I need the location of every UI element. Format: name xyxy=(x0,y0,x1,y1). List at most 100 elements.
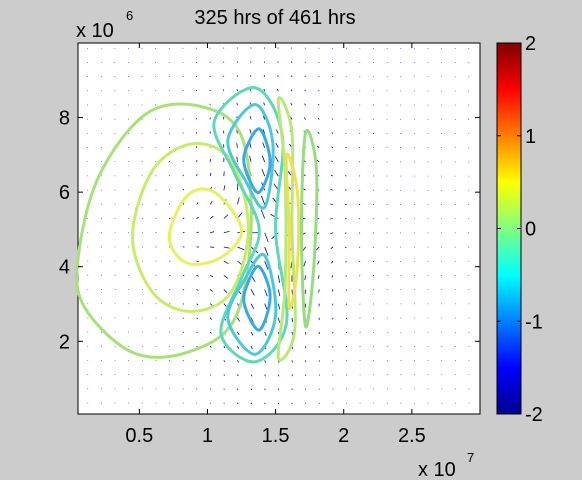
vector-arrow xyxy=(182,331,184,333)
contour-center-upper-2 xyxy=(242,127,272,194)
vector-arrow xyxy=(250,75,252,78)
x-tick-label: 0.5 xyxy=(125,425,153,447)
vector-arrow xyxy=(263,88,266,92)
vector-arrow xyxy=(249,155,252,163)
vector-arrow xyxy=(250,345,253,350)
vector-arrow xyxy=(331,132,334,134)
vector-arrow xyxy=(155,203,157,205)
vector-arrow xyxy=(209,172,212,177)
vector-arrow xyxy=(317,103,320,106)
vector-arrow xyxy=(358,246,361,248)
vector-arrow xyxy=(263,61,266,63)
vector-arrow xyxy=(182,303,185,305)
colorbar-tick-label: 2 xyxy=(525,33,536,55)
vector-arrow xyxy=(345,275,347,277)
vector-arrow xyxy=(290,75,293,78)
colorbar-tick-label: -2 xyxy=(525,404,543,426)
vector-arrow xyxy=(264,360,267,363)
vector-arrow xyxy=(331,118,334,120)
contour-inner-left xyxy=(167,187,244,266)
vector-arrow xyxy=(196,173,198,177)
vector-arrow xyxy=(345,104,347,106)
vector-arrow xyxy=(303,117,306,120)
vector-arrow xyxy=(261,168,266,177)
vector-arrow xyxy=(330,246,334,249)
x-tick-label: 2.5 xyxy=(398,425,426,447)
vector-arrow xyxy=(317,275,320,279)
chart-title: 325 hrs of 461 hrs xyxy=(194,7,355,29)
y-multiplier-exponent: 6 xyxy=(126,8,133,23)
vector-arrow xyxy=(304,103,306,106)
vector-arrow xyxy=(264,303,268,310)
vector-arrow xyxy=(317,260,320,265)
vector-arrow xyxy=(330,174,334,177)
vector-arrow xyxy=(236,143,238,148)
contour-right-band-1 xyxy=(276,96,297,362)
vector-arrow xyxy=(223,274,228,279)
vector-arrow xyxy=(317,145,320,149)
vector-arrow xyxy=(264,232,269,242)
vector-arrow xyxy=(169,217,171,219)
vector-arrow xyxy=(330,232,333,235)
vector-arrow xyxy=(182,174,184,177)
vector-arrow xyxy=(345,146,347,149)
contour-outer-left xyxy=(75,102,253,359)
vector-arrow xyxy=(223,345,226,349)
vector-arrow xyxy=(196,317,199,320)
vector-arrow xyxy=(359,275,361,277)
vector-arrow xyxy=(330,160,334,163)
x-multiplier-exponent: 7 xyxy=(467,450,474,465)
colorbar: 2 1 0 -1 -2 xyxy=(496,33,543,426)
vector-arrow xyxy=(304,75,306,78)
vector-arrow xyxy=(331,90,334,92)
vector-arrow xyxy=(291,61,293,63)
colorbar-tick-label: 1 xyxy=(525,126,536,148)
contour-center-upper-1 xyxy=(226,103,275,210)
vector-arrow xyxy=(264,289,268,297)
y-tick-label: 6 xyxy=(59,182,70,204)
vector-arrow xyxy=(260,209,266,219)
vector-arrow xyxy=(223,214,229,219)
vector-arrow xyxy=(344,246,347,249)
vector-arrow xyxy=(277,317,281,323)
vector-arrow xyxy=(250,388,253,391)
vector-arrow xyxy=(277,289,281,297)
contour-plot: 0.5 1 1.5 2 2.5 2 4 6 8 xyxy=(59,42,481,447)
vector-arrow xyxy=(345,90,347,92)
vector-arrow xyxy=(237,345,240,349)
vector-arrow xyxy=(182,203,185,205)
vector-arrow xyxy=(236,129,238,134)
y-tick-label: 2 xyxy=(59,331,70,353)
vector-arrow xyxy=(196,360,198,362)
vector-arrow xyxy=(318,61,320,63)
vector-arrow xyxy=(196,202,199,205)
vector-arrow xyxy=(209,303,213,306)
vector-arrow xyxy=(250,303,255,309)
contour-mid-left xyxy=(131,142,250,313)
vector-arrow xyxy=(274,169,279,177)
vector-arrow xyxy=(291,317,294,323)
vector-arrow xyxy=(331,275,334,278)
vector-arrow xyxy=(331,104,334,106)
vector-arrow xyxy=(316,246,320,251)
vector-arrow xyxy=(359,260,361,263)
vector-arrow xyxy=(275,129,279,134)
vector-arrow xyxy=(317,131,320,134)
vector-arrow xyxy=(209,388,212,390)
vector-arrow xyxy=(344,232,347,234)
contour-lines xyxy=(75,86,319,364)
vector-arrow xyxy=(223,289,228,293)
vector-arrow xyxy=(209,317,213,320)
colorbar-ticks: 2 1 0 -1 -2 xyxy=(497,33,543,426)
y-tick-label: 8 xyxy=(59,108,70,130)
contour-right-band-3 xyxy=(299,128,319,329)
vector-arrow xyxy=(250,289,255,296)
vector-arrow xyxy=(168,189,171,191)
vector-arrow xyxy=(345,160,347,163)
vector-arrow xyxy=(277,61,279,63)
vector-arrow xyxy=(209,360,212,362)
vector-arrow xyxy=(237,374,239,377)
x-multiplier-base: x 10 xyxy=(418,459,456,480)
vector-arrow xyxy=(196,374,198,376)
vector-arrow xyxy=(223,303,227,307)
